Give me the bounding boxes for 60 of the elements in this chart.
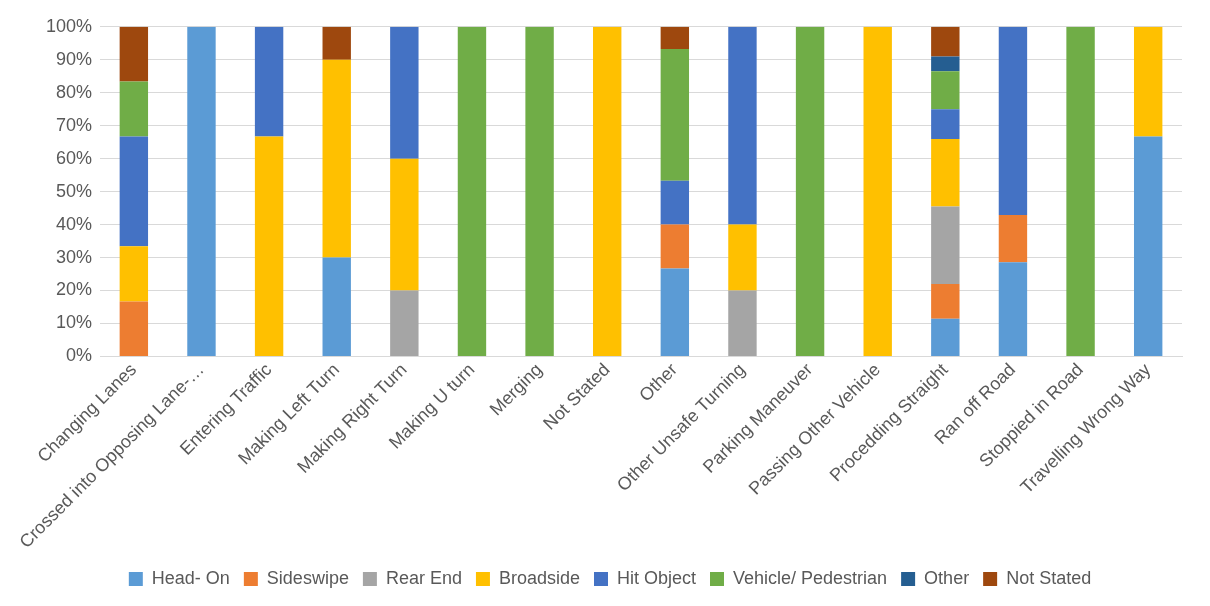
- legend-label: Head- On: [151, 567, 230, 588]
- bar: [728, 224, 757, 291]
- bar: [931, 56, 960, 72]
- bar: [660, 26, 690, 49]
- y-tick-label: 60%: [56, 147, 93, 168]
- bar: [254, 136, 284, 356]
- bar: [457, 26, 487, 356]
- bar: [931, 206, 960, 284]
- bar: [728, 26, 757, 225]
- y-tick-label: 10%: [56, 312, 93, 333]
- bar: [119, 301, 149, 356]
- bar: [1133, 136, 1163, 356]
- bar: [1133, 26, 1163, 137]
- bar: [998, 26, 1028, 216]
- bar: [119, 246, 149, 302]
- bar: [931, 109, 960, 139]
- bar: [931, 138, 960, 207]
- bar: [931, 71, 960, 110]
- bar: [254, 26, 284, 137]
- y-tick-label: 30%: [56, 246, 93, 267]
- bar: [998, 262, 1028, 356]
- legend-label: Other: [924, 567, 970, 588]
- bar: [660, 180, 690, 225]
- legend-label: Vehicle/ Pedestrian: [733, 567, 888, 588]
- bar: [931, 26, 960, 57]
- bar: [322, 59, 351, 258]
- legend-label: Sideswipe: [266, 567, 349, 588]
- y-tick-label: 100%: [45, 15, 93, 36]
- legend-label: Broadside: [498, 567, 580, 588]
- bar: [390, 26, 419, 159]
- bar: [863, 26, 892, 356]
- bar: [931, 283, 960, 319]
- y-tick-label: 90%: [56, 48, 93, 69]
- bar: [728, 290, 757, 356]
- bar: [390, 158, 419, 291]
- bar: [119, 136, 149, 247]
- bar: [322, 257, 351, 356]
- bar: [998, 215, 1028, 263]
- y-tick-label: 20%: [56, 279, 93, 300]
- y-tick-label: 40%: [56, 213, 93, 234]
- bar: [390, 290, 419, 356]
- bar: [187, 26, 216, 356]
- bar: [795, 26, 825, 356]
- y-tick-label: 80%: [56, 81, 93, 102]
- legend-label: Not Stated: [1006, 567, 1092, 588]
- y-tick-label: 50%: [56, 180, 93, 201]
- y-tick-label: 0%: [66, 345, 93, 366]
- y-tick-label: 70%: [56, 114, 93, 135]
- legend-label: Hit Object: [616, 567, 697, 588]
- bar: [1066, 26, 1095, 356]
- bar: [322, 26, 351, 60]
- bar: [931, 318, 960, 356]
- bar: [660, 48, 690, 181]
- bar: [660, 268, 690, 356]
- bar: [660, 224, 690, 269]
- bar: [593, 26, 622, 356]
- bar: [119, 26, 149, 82]
- bar: [525, 26, 554, 356]
- legend-label: Rear End: [385, 567, 462, 588]
- bar: [119, 81, 149, 137]
